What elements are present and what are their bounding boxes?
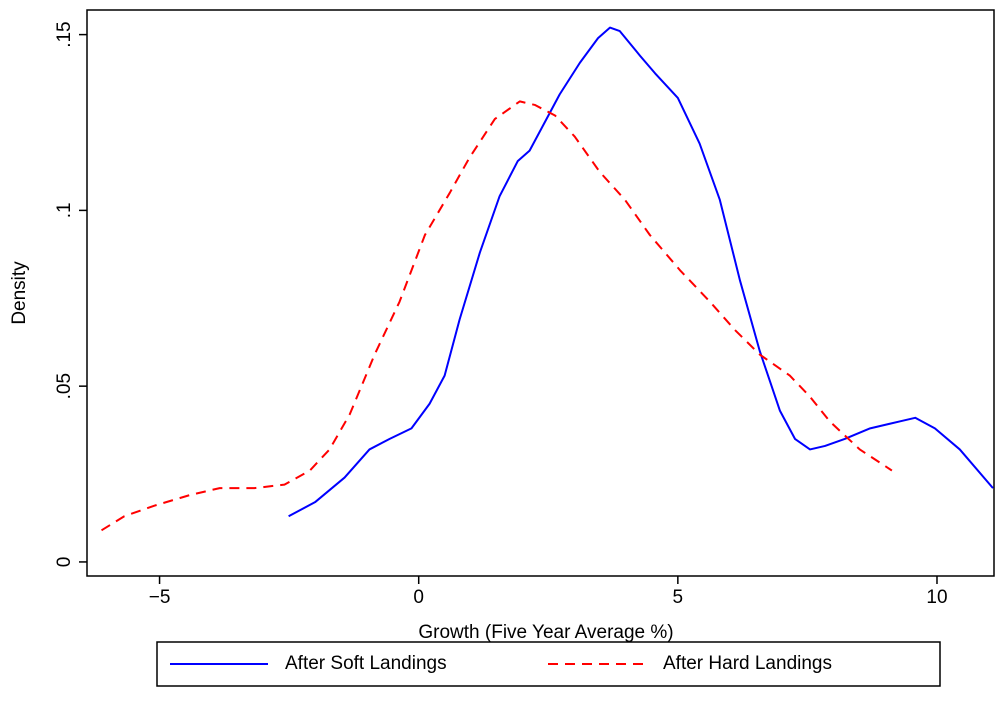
x-tick-label: 0 [413,587,424,608]
plot-frame [86,9,995,577]
series-line [288,26,994,518]
y-tick-label: .05 [54,373,75,399]
x-axis-label: Growth (Five Year Average %) [418,622,673,643]
y-axis-label: Density [9,261,30,325]
series-line [100,100,893,532]
y-tick-label: .15 [54,21,75,47]
y-tick-label: .1 [54,202,75,218]
x-tick-label: 10 [926,587,947,608]
legend-label: After Soft Landings [285,653,447,674]
x-tick-label: −5 [149,587,171,608]
y-tick-label: 0 [54,557,75,568]
legend-label: After Hard Landings [663,653,832,674]
x-tick-label: 5 [673,587,684,608]
